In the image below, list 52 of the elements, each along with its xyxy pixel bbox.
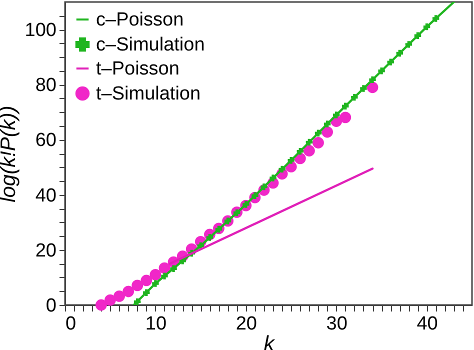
y-tick-label: 0 — [46, 296, 56, 316]
point — [387, 58, 394, 66]
point — [104, 294, 116, 306]
point — [396, 50, 403, 57]
legend-label: c–Simulation — [96, 34, 205, 56]
point — [288, 157, 294, 164]
point — [304, 145, 315, 156]
y-tick-label: 40 — [35, 185, 56, 206]
point — [143, 289, 150, 296]
point — [152, 280, 159, 287]
point — [405, 41, 412, 48]
point — [423, 23, 430, 30]
point — [322, 126, 333, 138]
x-tick-label: 40 — [416, 314, 438, 334]
point — [150, 269, 162, 280]
point — [114, 290, 125, 302]
point — [324, 120, 331, 128]
y-tick-label: 80 — [35, 75, 56, 96]
point — [314, 130, 322, 136]
x-tick-label: 30 — [326, 314, 348, 334]
x-tick-label: 0 — [66, 314, 76, 334]
point — [158, 262, 170, 274]
point — [340, 112, 352, 124]
point — [414, 32, 422, 39]
point — [360, 85, 367, 92]
point — [312, 137, 324, 148]
point — [296, 148, 304, 155]
y-axis-title: log(k!P(k)) — [0, 106, 20, 202]
point — [140, 274, 152, 286]
point — [351, 94, 358, 101]
y-tick-label: 20 — [35, 240, 56, 262]
point — [332, 112, 340, 118]
point — [369, 76, 376, 84]
y-tick-label: 100 — [24, 20, 56, 42]
legend-label: c–Poisson — [96, 10, 184, 30]
point — [132, 280, 144, 292]
point — [170, 265, 177, 272]
point — [95, 299, 107, 311]
point — [342, 102, 349, 110]
point — [378, 68, 385, 74]
point — [278, 166, 286, 173]
y-tick-label: 60 — [35, 130, 56, 152]
x-tick-label: 20 — [236, 314, 257, 334]
point — [161, 272, 168, 280]
legend-label: t–Simulation — [96, 84, 201, 104]
point — [432, 15, 440, 22]
legend-label: t–Poisson — [96, 58, 180, 80]
point — [134, 298, 141, 306]
point — [270, 174, 276, 182]
x-tick-label: 10 — [145, 314, 167, 334]
point — [122, 286, 134, 298]
point — [306, 138, 313, 146]
